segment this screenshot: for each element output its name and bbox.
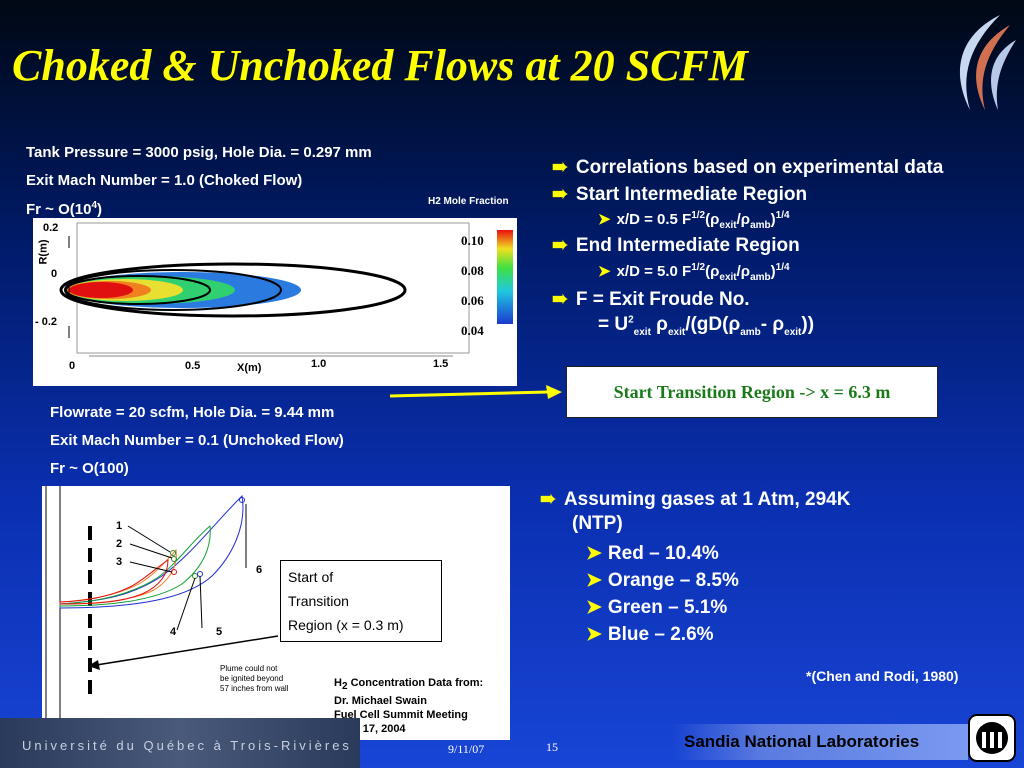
unchoked-plume-plot: 1 2 3 4 5 6 Start of Transition Region (… <box>42 486 510 740</box>
bullet-assuming: ➠ Assuming gases at 1 Atm, 294K <box>540 489 851 510</box>
contour-red <box>59 559 169 605</box>
choked-info-2: Exit Mach Number = 1.0 (Choked Flow) <box>26 172 303 189</box>
ytick-bottom: - 0.2 <box>35 316 58 328</box>
choked-info-1: Tank Pressure = 3000 psig, Hole Dia. = 0… <box>26 144 372 161</box>
choked-contour-plot: 0.10 0.08 0.06 0.04 0.2 0 - 0.2 R(m) 0 0… <box>33 218 517 386</box>
plume-label-3: 3 <box>116 556 123 568</box>
bullet-end-intermediate: ➠ End Intermediate Region <box>552 235 800 256</box>
choked-info-3: Fr ~ O(104) <box>26 200 103 218</box>
formula-end: ➤ x/D = 5.0 F1/2(ρexit/ρamb)1/4 <box>598 262 790 283</box>
yellow-arrow-icon <box>389 385 562 399</box>
bullet-start-intermediate: ➠ Start Intermediate Region <box>552 184 808 205</box>
plume-label-5: 5 <box>216 626 223 638</box>
unchoked-info-2: Exit Mach Number = 0.1 (Unchoked Flow) <box>50 432 344 449</box>
slide-number: 15 <box>546 740 558 754</box>
plume-label-4: 4 <box>170 626 177 638</box>
contour-red <box>69 282 133 298</box>
unchoked-info-3: Fr ~ O(100) <box>50 460 129 477</box>
contour-svg <box>59 222 513 357</box>
arrow-bullet-icon: ➠ <box>552 235 568 256</box>
xtick-05: 0.5 <box>185 360 201 372</box>
slide-date: 9/11/07 <box>448 742 485 756</box>
x-axis-label: X(m) <box>237 362 262 374</box>
arrow-bullet-icon: ➠ <box>540 489 556 510</box>
froude-equation: = U2exit ρexit/(gD(ρamb- ρexit)) <box>598 314 815 338</box>
plume-label-2: 2 <box>116 538 123 550</box>
arrow-bullet-icon: ➠ <box>552 157 568 178</box>
footer-band <box>0 718 360 768</box>
item-blue: ➤ Blue – 2.6% <box>586 624 714 645</box>
triangle-bullet-icon: ➤ <box>598 211 611 228</box>
xtick-10: 1.0 <box>311 358 327 370</box>
item-green: ➤ Green – 5.1% <box>586 597 728 618</box>
colorbar <box>497 230 513 324</box>
sandia-band <box>672 724 968 760</box>
item-red: ➤ Red – 10.4% <box>586 543 719 564</box>
formula-start: ➤ x/D = 0.5 F1/2(ρexit/ρamb)1/4 <box>598 210 790 231</box>
colorbar-title: H2 Mole Fraction <box>428 196 509 207</box>
plume-svg <box>45 486 279 721</box>
reference-note: *(Chen and Rodi, 1980) <box>806 668 959 684</box>
sandia-label: Sandia National Laboratories <box>684 732 920 751</box>
plume-label-6: 6 <box>256 564 263 576</box>
arrow-bullet-icon: ➠ <box>552 289 568 310</box>
unchoked-info-1: Flowrate = 20 scfm, Hole Dia. = 9.44 mm <box>50 404 335 421</box>
xtick-15: 1.5 <box>433 358 449 370</box>
triangle-bullet-icon: ➤ <box>586 543 602 564</box>
plume-note: Plume could not be ignited beyond 57 inc… <box>220 664 289 693</box>
triangle-bullet-icon: ➤ <box>586 597 602 618</box>
transition-box: Start of Transition Region (x = 0.3 m) <box>280 560 442 642</box>
sandia-logo-icon <box>968 714 1016 762</box>
y-axis-label: R(m) <box>37 239 50 265</box>
bullet-correlations: ➠ Correlations based on experimental data <box>552 157 944 178</box>
triangle-bullet-icon: ➤ <box>586 624 602 645</box>
item-orange: ➤ Orange – 8.5% <box>586 570 739 591</box>
transition-callout: Start Transition Region -> x = 6.3 m <box>566 366 938 418</box>
bullet-assuming-cont: (NTP) <box>572 513 623 534</box>
colorbar-ticks: 0.10 0.08 0.06 0.04 <box>461 233 484 338</box>
triangle-bullet-icon: ➤ <box>598 263 611 280</box>
university-watermark: Université du Québec à Trois-Rivières <box>22 738 352 753</box>
ytick-top: 0.2 <box>43 222 59 234</box>
plume-label-1: 1 <box>116 520 123 532</box>
contour-blue <box>59 494 244 609</box>
triangle-bullet-icon: ➤ <box>586 570 602 591</box>
bullet-froude: ➠ F = Exit Froude No. <box>552 289 750 310</box>
ytick-mid: 0 <box>51 268 58 280</box>
xtick-0: 0 <box>69 360 76 372</box>
contour-green <box>59 525 211 607</box>
arrow-bullet-icon: ➠ <box>552 184 568 205</box>
slide-title: Choked & Unchoked Flows at 20 SCFM <box>12 41 748 90</box>
contour-outer <box>59 262 407 318</box>
swirl-logo-icon <box>960 15 1016 110</box>
